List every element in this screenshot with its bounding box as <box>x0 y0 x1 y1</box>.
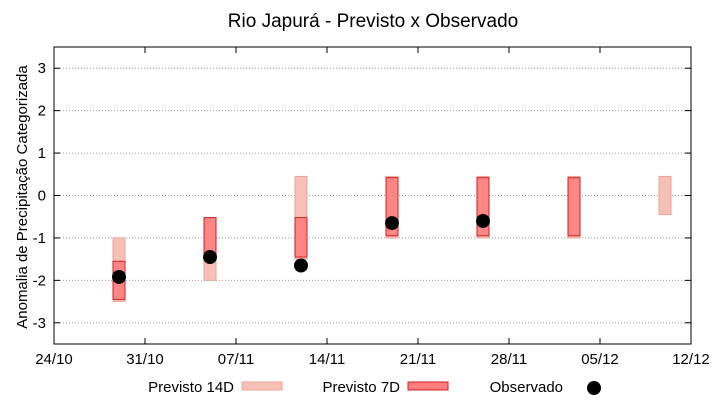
series-observado <box>112 213 490 284</box>
bar-previsto-14d <box>658 175 672 216</box>
legend-swatch-7d <box>407 381 449 391</box>
x-tick-label: 05/12 <box>581 351 619 368</box>
x-tick-label: 14/11 <box>309 351 345 368</box>
legend: Previsto 14D Previsto 7D Observado <box>148 379 601 396</box>
chart-title: Rio Japurá - Previsto x Observado <box>228 11 518 32</box>
point-observado <box>294 258 308 273</box>
point-observado <box>203 250 217 265</box>
y-tick-label: -2 <box>33 272 46 289</box>
legend-label-observado: Observado <box>490 379 563 396</box>
x-tick-label: 12/12 <box>672 351 710 368</box>
point-observado <box>112 269 126 284</box>
y-axis: -3 -2 -1 0 1 2 3 <box>33 60 691 332</box>
x-tick-label: 31/10 <box>126 351 164 368</box>
y-axis-label: Anomalia de Precipitação Categorizada <box>14 65 31 329</box>
x-tick-label: 28/11 <box>491 351 527 368</box>
y-tick-label: 2 <box>38 103 46 120</box>
y-tick-label: -1 <box>33 230 46 247</box>
legend-label-14d: Previsto 14D <box>148 379 234 396</box>
x-tick-label: 07/11 <box>218 351 254 368</box>
grid-lines <box>54 67 691 324</box>
y-tick-label: 3 <box>38 60 46 77</box>
point-observado <box>476 213 490 228</box>
bar-previsto-7d <box>294 217 308 258</box>
y-tick-label: 1 <box>38 145 46 162</box>
bar-previsto-7d <box>567 177 581 237</box>
y-tick-label: 0 <box>38 188 46 205</box>
x-tick-label: 21/11 <box>400 351 436 368</box>
legend-marker-observado <box>587 381 601 395</box>
x-axis: 24/10 31/10 07/11 14/11 21/11 28/11 05/12 12/12 <box>35 47 710 368</box>
legend-label-7d: Previsto 7D <box>322 379 400 396</box>
point-observado <box>385 216 399 231</box>
x-tick-label: 24/10 <box>35 351 73 368</box>
y-tick-label: -3 <box>33 315 46 332</box>
legend-swatch-14d <box>241 381 283 391</box>
